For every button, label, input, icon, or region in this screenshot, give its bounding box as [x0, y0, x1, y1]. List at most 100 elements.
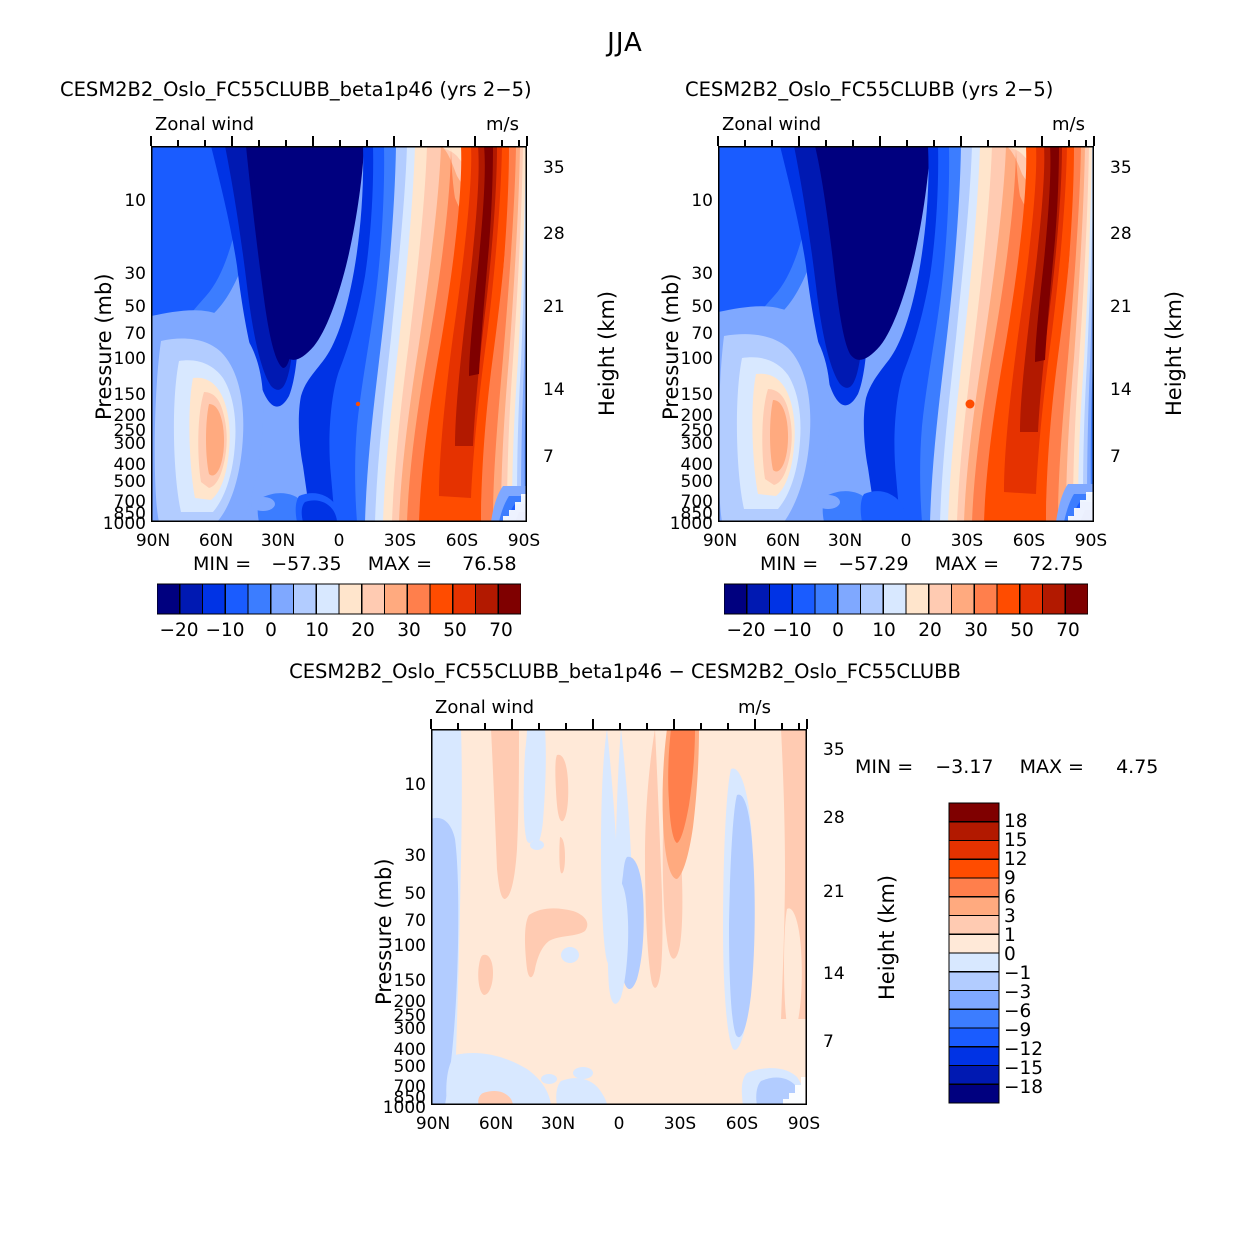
- cbar-tick: 9: [1004, 868, 1016, 889]
- pressure-tick: 850: [680, 504, 713, 524]
- colorbar-top-right[interactable]: [724, 583, 1088, 617]
- height-tick: 28: [543, 224, 565, 244]
- panel-title-text: CESM2B2_Oslo_FC55CLUBB_beta1p46 − CESM2B…: [289, 660, 961, 683]
- height-tick: 21: [1110, 297, 1132, 317]
- variable-label-top-left: Zonal wind: [155, 114, 255, 135]
- lat-tick: 60N: [478, 1114, 514, 1134]
- cbar-tick: 3: [1004, 906, 1016, 927]
- lat-tick: 30N: [260, 531, 296, 551]
- panel-title-bottom-diff: CESM2B2_Oslo_FC55CLUBB_beta1p46 − CESM2B…: [0, 660, 1250, 683]
- height-tick: 14: [543, 380, 565, 400]
- pressure-tick: 70: [404, 911, 426, 931]
- pressure-tick: 250: [113, 421, 146, 441]
- lat-tick: 30N: [827, 531, 863, 551]
- panel-title-top-left: CESM2B2_Oslo_FC55CLUBB_beta1p46 (yrs 2−5…: [60, 78, 532, 101]
- units-label-bottom: m/s: [738, 697, 771, 718]
- min-label: MIN =: [855, 756, 914, 778]
- lat-tick: 30S: [950, 531, 984, 551]
- pressure-tick: 100: [680, 349, 713, 369]
- max-label: MAX =: [934, 553, 1000, 575]
- height-tick: 21: [823, 882, 845, 902]
- height-tick: 14: [823, 964, 845, 984]
- panel-title-text: CESM2B2_Oslo_FC55CLUBB_beta1p46 (yrs 2−5…: [60, 78, 532, 101]
- height-tick: 14: [1110, 380, 1132, 400]
- cbar-tick: −10: [205, 620, 245, 641]
- minmax-top-left: MIN = −57.35 MAX = 76.58: [193, 553, 517, 575]
- height-tick: 35: [1110, 158, 1132, 178]
- cbar-tick: −12: [1004, 1039, 1044, 1060]
- figure-main-title: JJA: [607, 28, 643, 58]
- lat-tick: 60N: [198, 531, 234, 551]
- colorbar-difference[interactable]: [948, 802, 1000, 1106]
- pressure-tick: 400: [393, 1040, 426, 1060]
- pressure-tick: 500: [393, 1057, 426, 1077]
- pressure-tick: 200: [680, 406, 713, 426]
- min-value: −57.35: [271, 553, 342, 575]
- pressure-tick: 30: [404, 846, 426, 866]
- lat-tick: 60S: [725, 1114, 759, 1134]
- cbar-tick: −1: [1004, 963, 1032, 984]
- plot-area-bottom-diff[interactable]: [431, 729, 807, 1105]
- cbar-tick: 70: [1056, 620, 1080, 641]
- pressure-tick: 1000: [669, 514, 713, 534]
- pressure-tick: 500: [680, 472, 713, 492]
- cbar-tick: 50: [1010, 620, 1034, 641]
- cbar-tick: −6: [1004, 1001, 1032, 1022]
- pressure-tick: 10: [404, 775, 426, 795]
- max-label: MAX =: [1019, 756, 1084, 778]
- max-value: 76.58: [462, 553, 517, 575]
- cbar-tick: 1: [1004, 925, 1016, 946]
- lat-tick: 60S: [1012, 531, 1046, 551]
- plot-area-top-left[interactable]: [151, 146, 527, 522]
- cbar-tick: −15: [1004, 1058, 1044, 1079]
- pressure-tick: 400: [680, 455, 713, 475]
- lat-tick: 90S: [787, 1114, 821, 1134]
- lat-tick: 90N: [135, 531, 171, 551]
- min-label: MIN =: [760, 553, 819, 575]
- colorbar-top-left[interactable]: [157, 583, 521, 617]
- cbar-tick: −20: [159, 620, 199, 641]
- pressure-tick: 100: [113, 349, 146, 369]
- max-label: MAX =: [367, 553, 433, 575]
- minmax-top-right: MIN = −57.29 MAX = 72.75: [760, 553, 1084, 575]
- pressure-tick: 100: [393, 936, 426, 956]
- pressure-tick: 700: [680, 492, 713, 512]
- max-value: 4.75: [1116, 756, 1159, 778]
- lat-tick: 0: [900, 531, 912, 551]
- height-tick: 7: [823, 1032, 834, 1052]
- plot-area-top-right[interactable]: [718, 146, 1094, 522]
- min-label: MIN =: [193, 553, 252, 575]
- pressure-tick: 150: [680, 385, 713, 405]
- height-tick: 7: [543, 447, 554, 467]
- cbar-tick: 0: [1004, 944, 1016, 965]
- pressure-tick: 300: [113, 434, 146, 454]
- lat-tick: 0: [333, 531, 345, 551]
- pressure-tick: 700: [393, 1077, 426, 1097]
- lat-tick: 60N: [765, 531, 801, 551]
- pressure-tick: 250: [393, 1006, 426, 1026]
- height-tick: 7: [1110, 447, 1121, 467]
- cbar-tick: −9: [1004, 1020, 1032, 1041]
- cbar-tick: −18: [1004, 1077, 1044, 1098]
- colorbar-labels-top-right: −20 −10 0 10 20 30 50 70: [724, 620, 1088, 646]
- units-label-top-right: m/s: [1052, 114, 1085, 135]
- cbar-tick: 20: [918, 620, 942, 641]
- cbar-tick: 18: [1004, 811, 1028, 832]
- pressure-tick: 70: [124, 324, 146, 344]
- min-value: −3.17: [935, 756, 994, 778]
- pressure-tick: 50: [124, 297, 146, 317]
- pressure-tick: 50: [404, 884, 426, 904]
- pressure-tick: 10: [124, 191, 146, 211]
- height-tick: 21: [543, 297, 565, 317]
- pressure-tick: 150: [113, 385, 146, 405]
- pressure-tick: 700: [113, 492, 146, 512]
- pressure-tick: 1000: [382, 1098, 426, 1118]
- pressure-tick: 50: [691, 297, 713, 317]
- pressure-tick: 70: [691, 324, 713, 344]
- lat-tick: 90N: [415, 1114, 451, 1134]
- pressure-tick: 300: [393, 1019, 426, 1039]
- pressure-tick: 1000: [102, 514, 146, 534]
- cbar-tick: 10: [305, 620, 329, 641]
- cbar-tick: 6: [1004, 887, 1016, 908]
- pressure-tick: 300: [680, 434, 713, 454]
